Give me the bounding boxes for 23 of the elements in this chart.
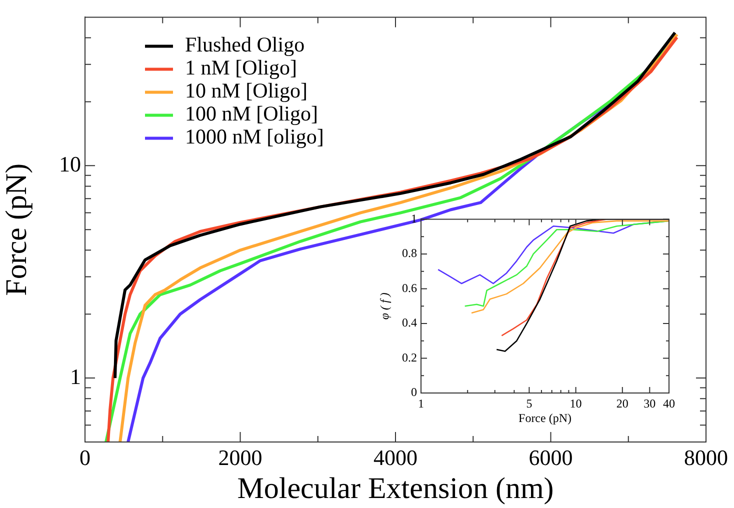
y-tick-label: 0.4: [402, 316, 417, 330]
x-tick-label: 10: [570, 396, 582, 410]
x-tick-label: 5: [526, 396, 532, 410]
y-tick-label: 0: [411, 385, 417, 400]
x-tick-label: 2000: [218, 444, 262, 470]
y-axis-title: Force (pN): [0, 163, 33, 296]
legend-label: 100 nM [Oligo]: [185, 102, 318, 126]
y-axis-title: φ ( f ): [377, 292, 392, 320]
legend-label: 1 nM [Oligo]: [185, 56, 297, 80]
x-tick-label: 8000: [684, 444, 728, 470]
x-tick-label: 4000: [374, 444, 418, 470]
x-tick-label: 20: [616, 396, 628, 410]
y-tick-label: 0.8: [402, 246, 417, 260]
legend-label: 1000 nM [oligo]: [185, 124, 324, 149]
legend-label: 10 nM [Oligo]: [185, 78, 308, 103]
y-tick-label: 0.2: [402, 350, 417, 364]
x-axis-title: Molecular Extension (nm): [237, 472, 554, 505]
x-tick-label: 40: [663, 396, 675, 410]
y-tick-label: 0.6: [402, 280, 417, 295]
x-tick-label: 6000: [528, 444, 573, 470]
x-tick-label: 30: [644, 396, 656, 410]
x-axis-title: Force (pN): [518, 410, 572, 425]
legend-label: Flushed Oligo: [185, 32, 305, 57]
